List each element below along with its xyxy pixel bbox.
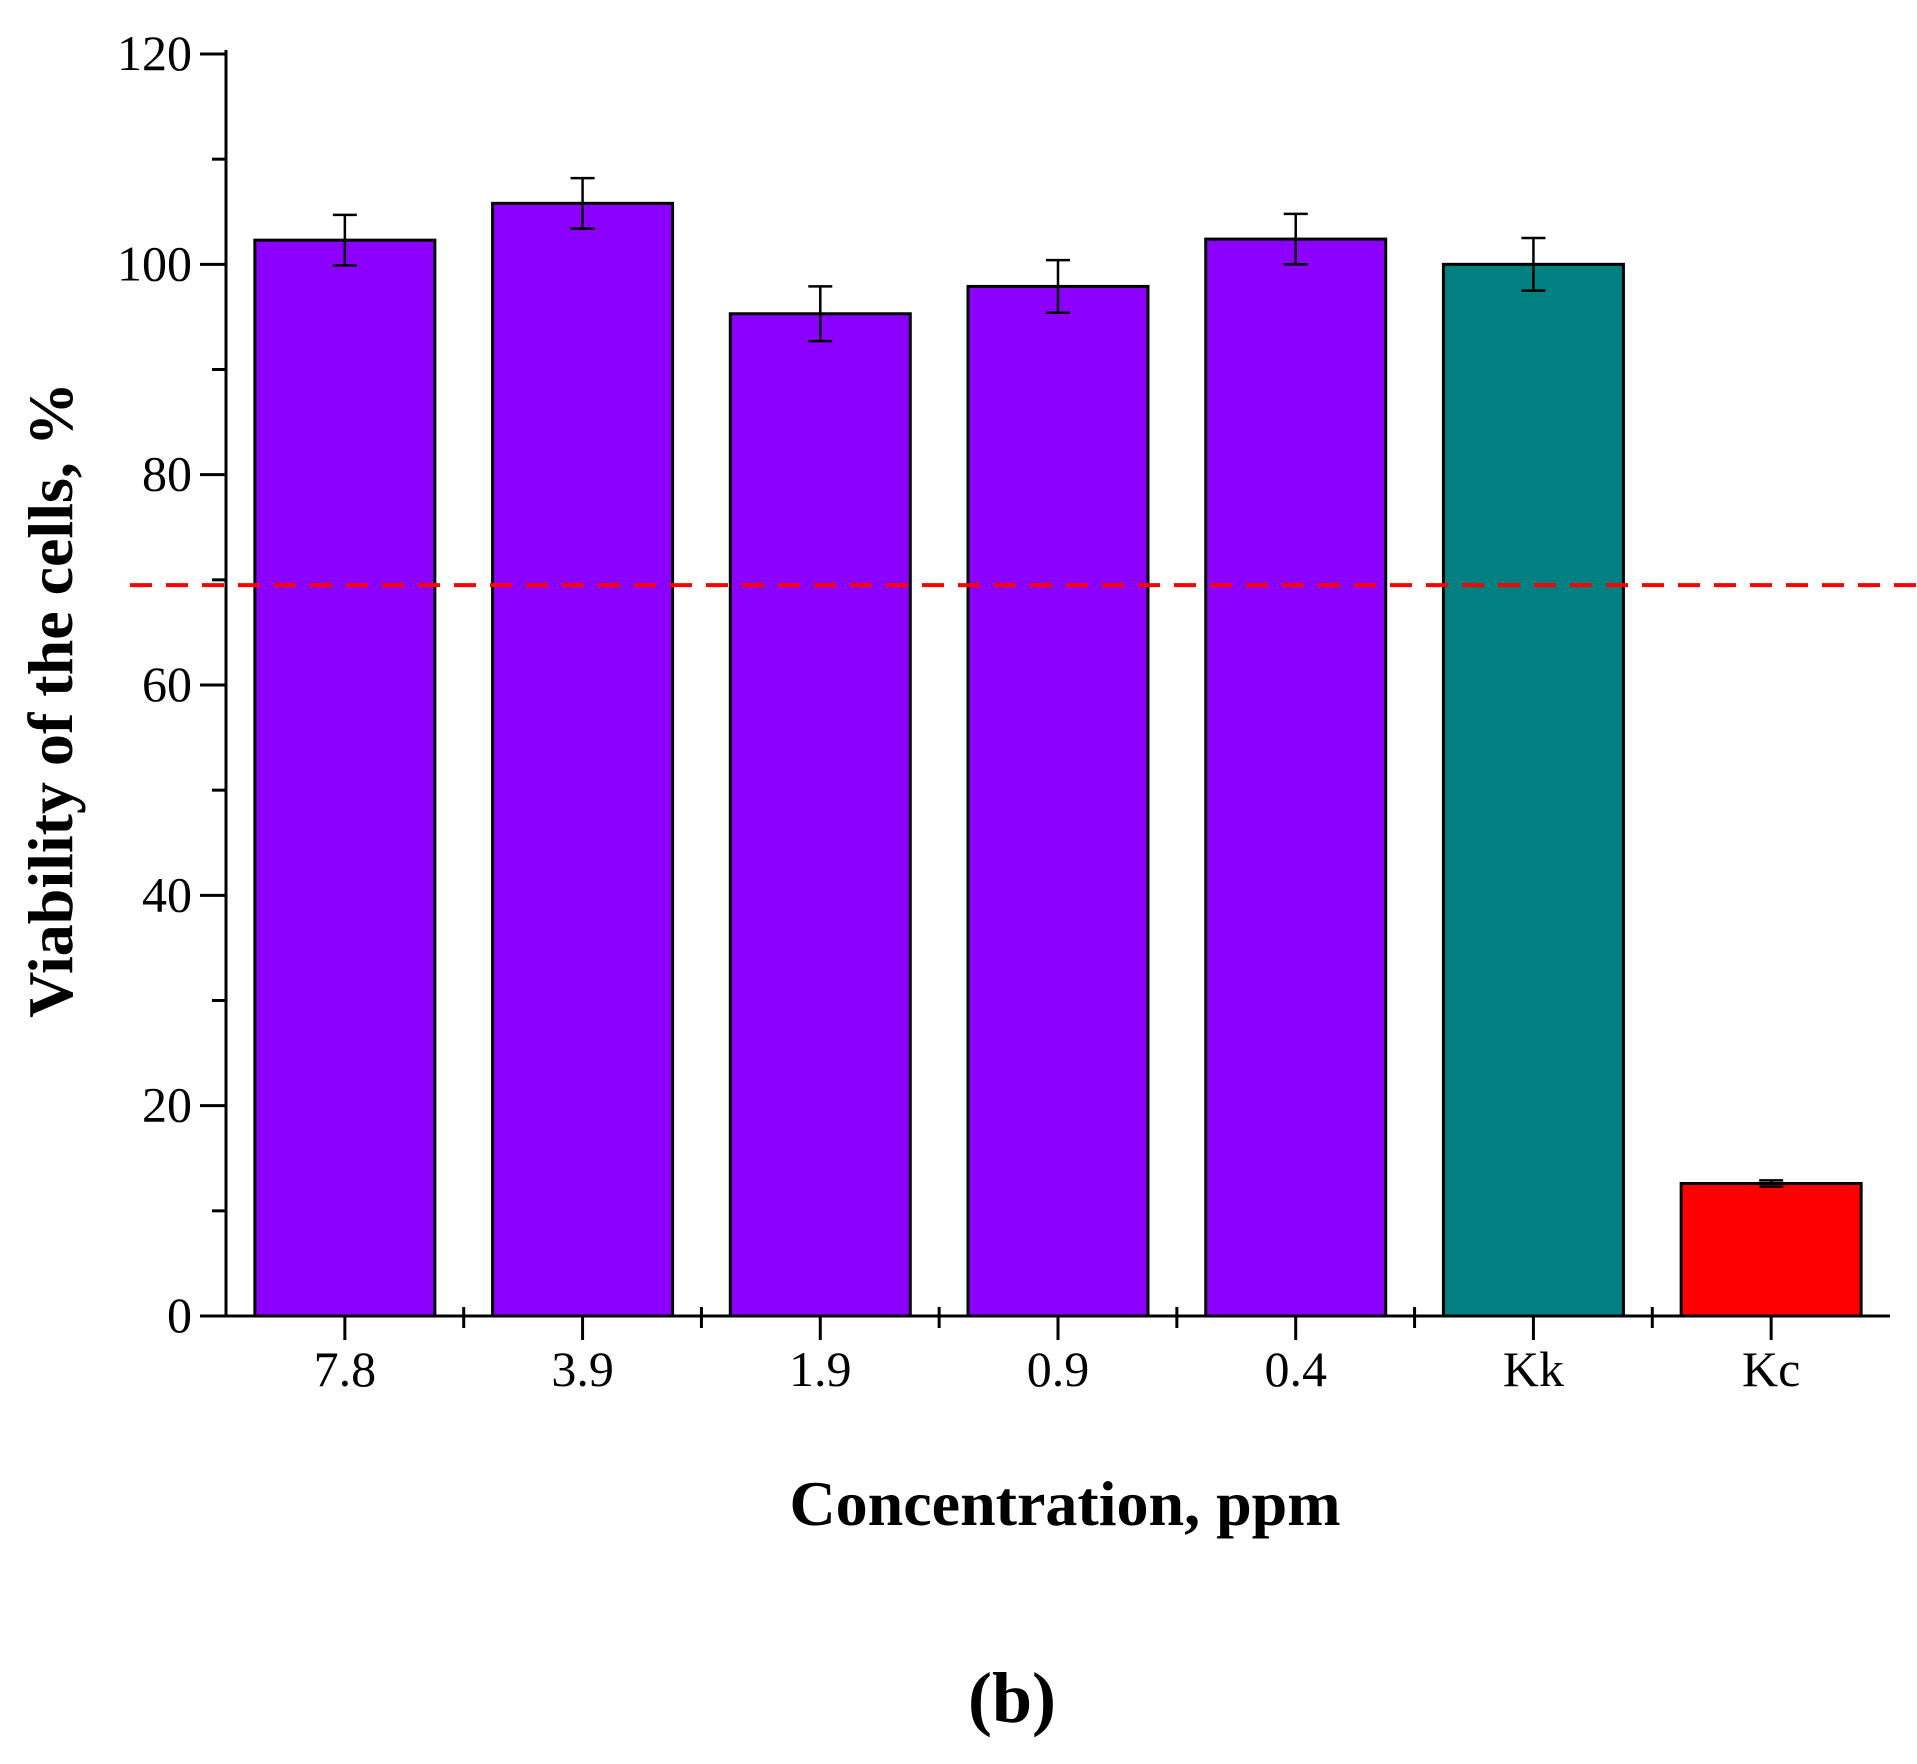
y-tick-label: 120 bbox=[117, 25, 192, 81]
labels-layer: Concentration, ppm Viability of the cell… bbox=[15, 25, 1800, 1738]
bar-1.9 bbox=[728, 312, 912, 1318]
axes-layer bbox=[200, 50, 1890, 1340]
panel-label: (b) bbox=[968, 1658, 1056, 1738]
bar-Kc bbox=[1679, 1181, 1863, 1318]
y-tick-label: 0 bbox=[167, 1287, 192, 1343]
error-bar-0.9 bbox=[1046, 258, 1070, 314]
y-tick-label: 100 bbox=[117, 235, 192, 291]
x-tick-label: 7.8 bbox=[314, 1341, 377, 1397]
error-bar-1.9 bbox=[808, 285, 833, 343]
y-tick-label: 80 bbox=[142, 446, 192, 502]
error-bar-0.4 bbox=[1283, 212, 1308, 266]
x-tick-label: 3.9 bbox=[551, 1341, 614, 1397]
y-axis-title: Viability of the cells, % bbox=[15, 382, 86, 1018]
error-bar-Kc bbox=[1759, 1179, 1784, 1188]
bar-0.9 bbox=[966, 284, 1150, 1318]
x-tick-label: 1.9 bbox=[789, 1341, 852, 1397]
y-tick-label: 40 bbox=[142, 866, 192, 922]
x-tick-label: Kc bbox=[1742, 1341, 1800, 1397]
bar-0.4 bbox=[1204, 237, 1388, 1318]
bar-Kk bbox=[1441, 262, 1625, 1318]
x-axis-title: Concentration, ppm bbox=[789, 1468, 1340, 1539]
bars-layer bbox=[253, 201, 1863, 1318]
y-tick-label: 60 bbox=[142, 656, 192, 712]
bar-7.8 bbox=[253, 238, 437, 1318]
error-bar-7.8 bbox=[332, 213, 357, 267]
x-tick-label: 0.9 bbox=[1027, 1341, 1090, 1397]
error-bar-3.9 bbox=[570, 176, 595, 230]
error-bar-Kk bbox=[1521, 236, 1546, 292]
x-tick-label: 0.4 bbox=[1264, 1341, 1327, 1397]
x-tick-label: Kk bbox=[1503, 1341, 1564, 1397]
y-tick-label: 20 bbox=[142, 1077, 192, 1133]
error-bars-layer bbox=[332, 176, 1784, 1188]
bar-3.9 bbox=[491, 201, 675, 1318]
